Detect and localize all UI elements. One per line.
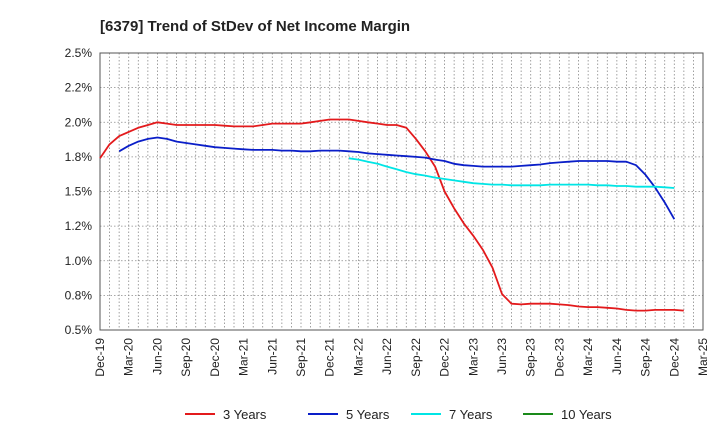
chart-title: [6379] Trend of StDev of Net Income Marg…: [100, 18, 410, 35]
x-tick-label: Dec-23: [552, 338, 566, 377]
y-tick-label: 2.0%: [65, 115, 93, 129]
x-tick-label: Mar-21: [237, 338, 251, 376]
x-tick-label: Mar-24: [581, 338, 595, 376]
x-tick-label: Dec-20: [208, 338, 222, 377]
x-tick-label: Mar-22: [351, 338, 365, 376]
x-tick-label: Mar-23: [466, 338, 480, 376]
x-tick-label: Sep-23: [524, 338, 538, 377]
x-tick-label: Dec-21: [323, 338, 337, 377]
plot-frame: [99, 52, 704, 331]
y-tick-label: 1.2%: [65, 219, 93, 233]
x-tick-label: Sep-24: [639, 338, 653, 377]
plot-area: 0.5% 0.8% 1.0% 1.2% 1.5% 1.8% 2.0% 2.2% 2.5% Dec-…: [65, 46, 710, 377]
x-tick-label: Sep-22: [409, 338, 423, 377]
y-tick-label: 1.0%: [65, 254, 93, 268]
x-tick-label: Dec-19: [93, 338, 107, 377]
x-tick-label: Mar-20: [122, 338, 136, 376]
x-tick-label: Dec-22: [438, 338, 452, 377]
legend: 3 Years 5 Years 7 Years 10 Years: [185, 407, 612, 422]
x-tick-label: Sep-20: [179, 338, 193, 377]
series-line-5-years: [118, 136, 676, 220]
x-tick-label: Sep-21: [294, 338, 308, 377]
y-tick-label: 1.5%: [65, 185, 93, 199]
legend-label: 5 Years: [346, 407, 390, 422]
x-tick-label: Dec-24: [667, 338, 681, 377]
x-tick-label: Jun-21: [265, 338, 279, 375]
y-tick-label: 0.8%: [65, 288, 93, 302]
x-tick-label: Jun-22: [380, 338, 394, 375]
x-tick-label: Jun-20: [150, 338, 164, 375]
legend-label: 10 Years: [561, 407, 612, 422]
y-tick-label: 2.5%: [65, 46, 93, 60]
y-tick-label: 0.5%: [65, 323, 93, 337]
legend-label: 7 Years: [449, 407, 493, 422]
series-line-3-years: [99, 118, 684, 312]
series-line-7-years: [348, 157, 675, 189]
legend-label: 3 Years: [223, 407, 267, 422]
y-tick-label: 1.8%: [65, 150, 93, 164]
y-tick-label: 2.2%: [65, 81, 93, 95]
x-tick-label: Mar-25: [696, 338, 710, 376]
x-tick-label: Jun-23: [495, 338, 509, 375]
x-tick-label: Jun-24: [610, 338, 624, 375]
